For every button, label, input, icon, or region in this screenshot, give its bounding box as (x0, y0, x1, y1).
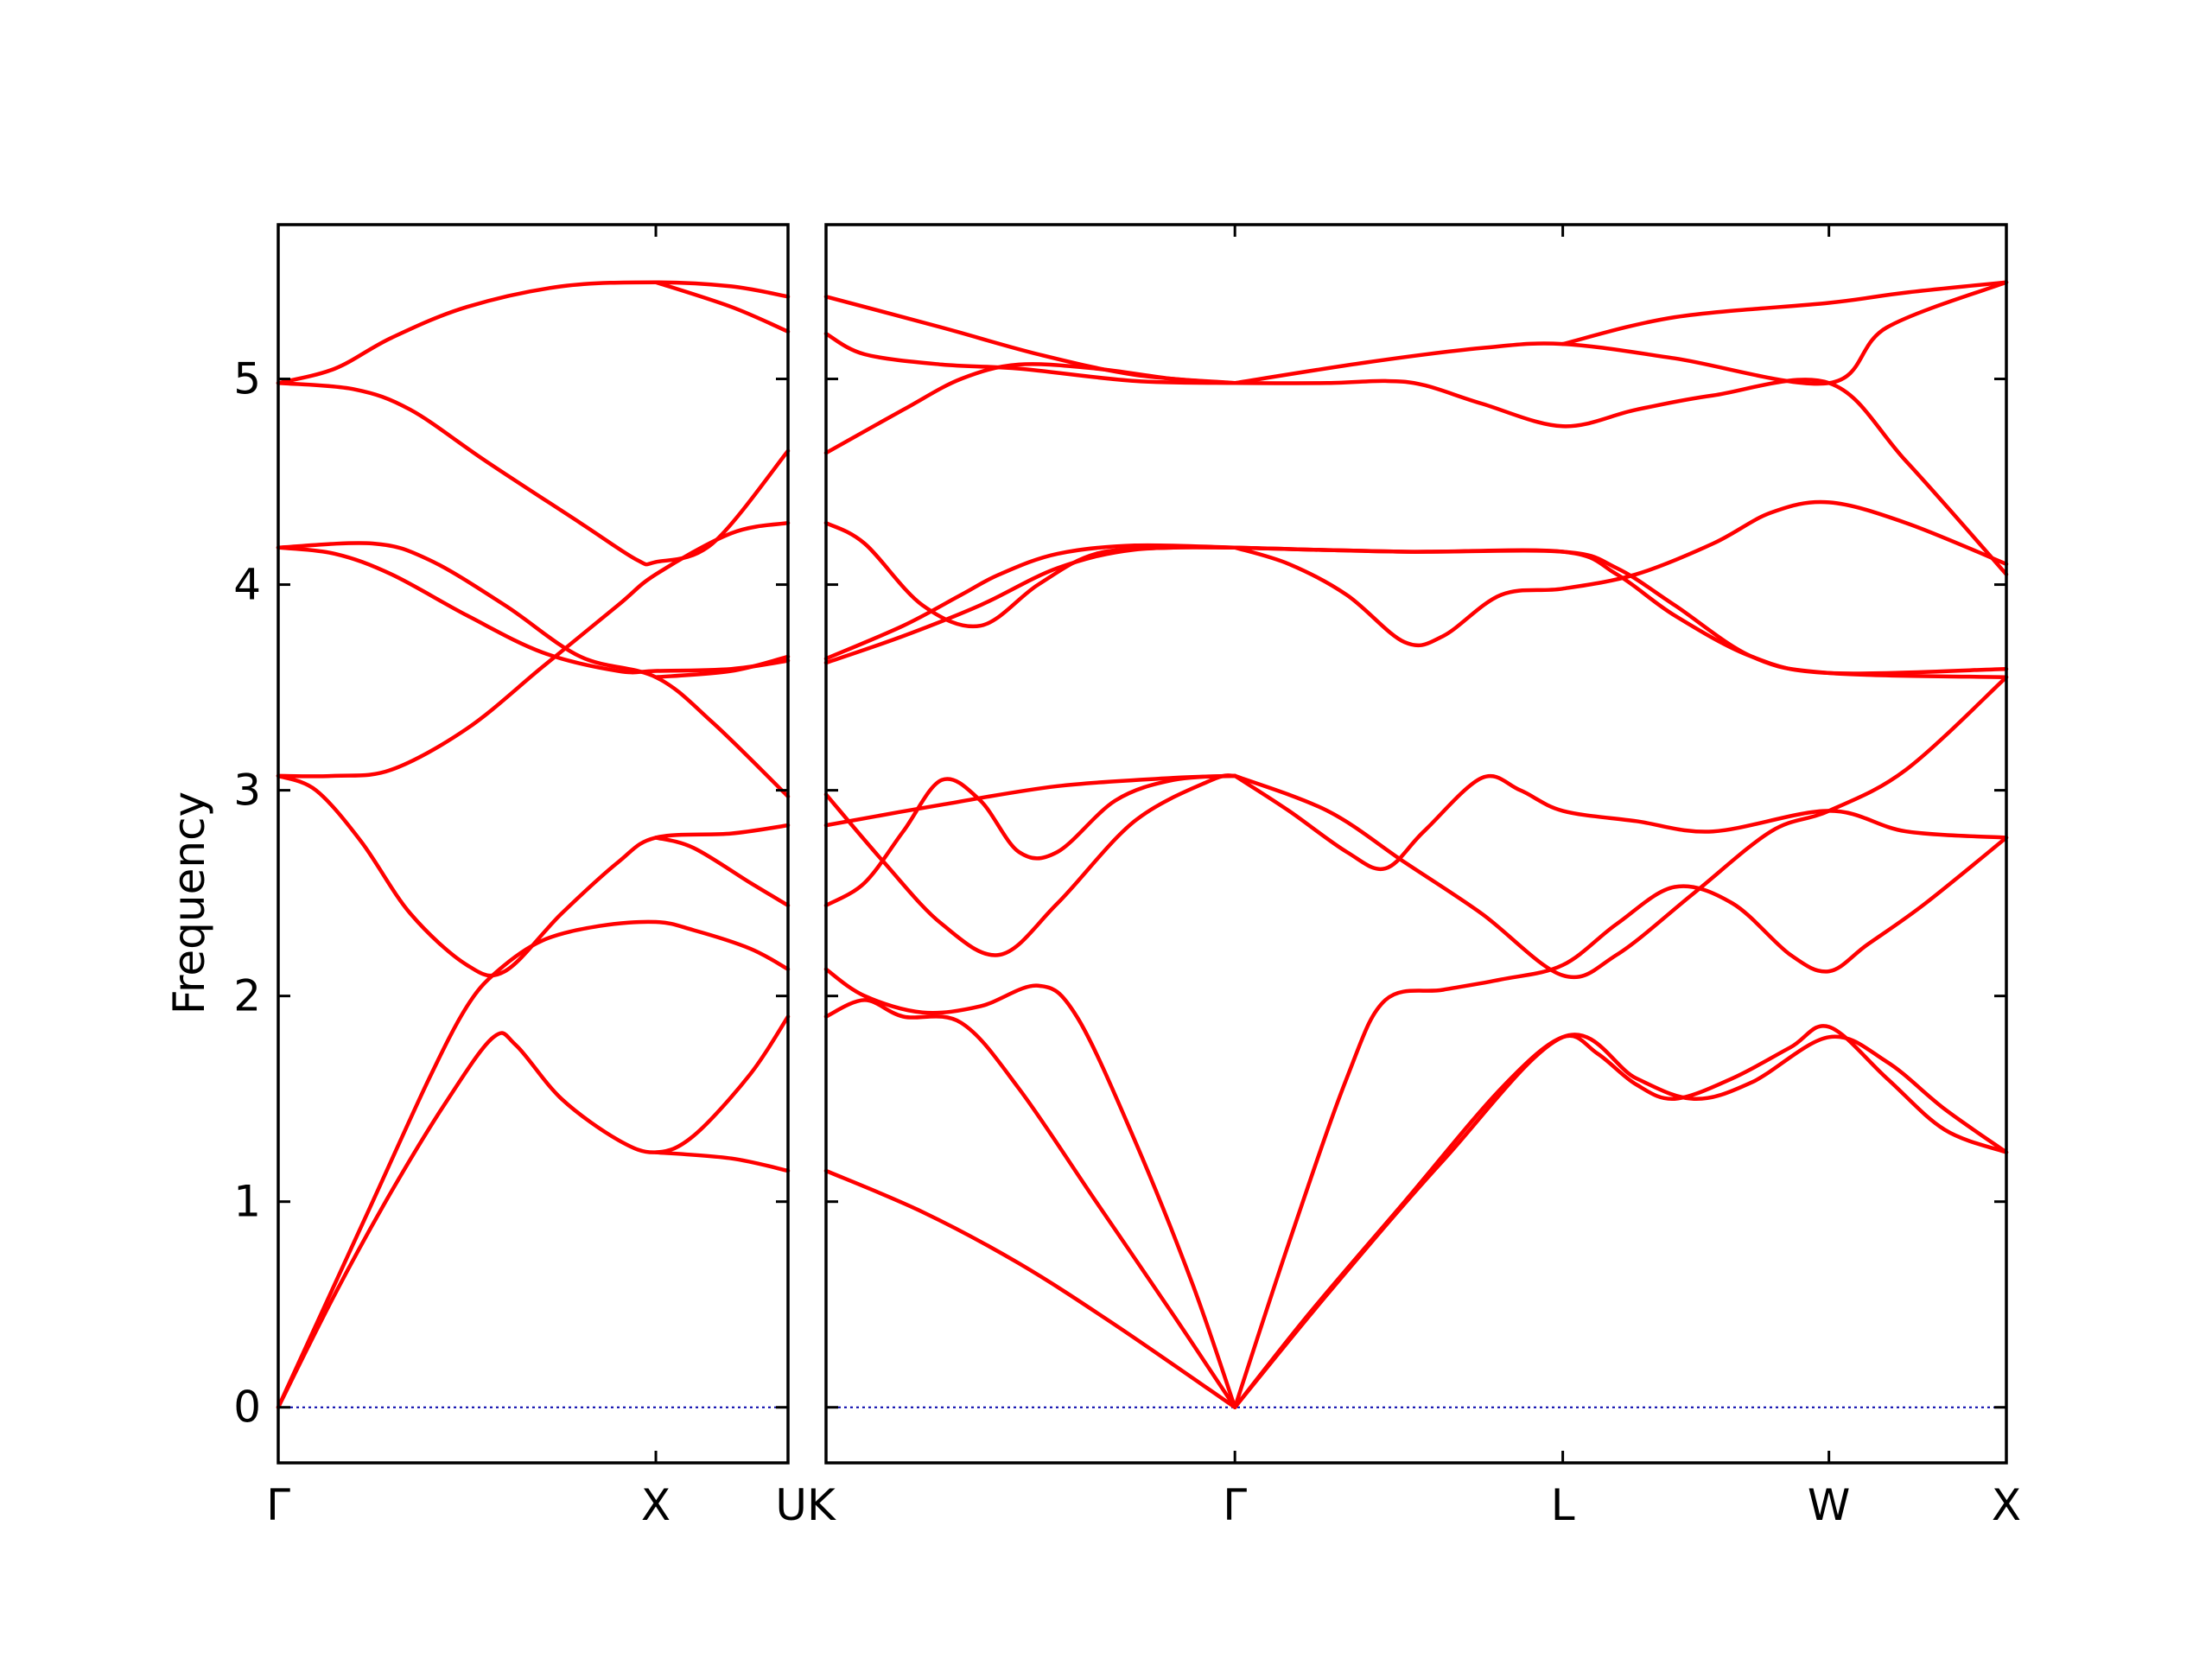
x-tick-label: Γ (1223, 1480, 1247, 1530)
band-line (1232, 545, 2009, 676)
band-line (823, 773, 1237, 908)
plot-frame (824, 223, 2008, 1465)
x-tick-label: X (1992, 1480, 2021, 1530)
band-line (276, 280, 791, 385)
band-line (1232, 773, 2009, 872)
x-tick-label: Γ (266, 1480, 290, 1530)
y-axis-label: Frequency (164, 791, 214, 1014)
band-line (823, 520, 1237, 629)
band-line (276, 919, 791, 1409)
band-line (1232, 499, 2009, 648)
band-line (653, 654, 791, 679)
y-tick-label: 0 (233, 1382, 261, 1433)
x-tick-label: K (807, 1480, 836, 1530)
band-line (823, 543, 1237, 661)
band-line (276, 1014, 791, 1409)
band-line (1232, 836, 2009, 1409)
band-line (823, 967, 1237, 1409)
band-line (1560, 280, 2009, 346)
band-line (276, 520, 791, 779)
band-line (1232, 378, 2009, 576)
chart-panels: Γ X U 0 1 2 3 4 5 K Γ L W X (233, 223, 2021, 1530)
plot-frame (276, 223, 790, 1465)
y-tick-label: 3 (233, 766, 261, 816)
band-line (653, 836, 791, 908)
band-line (823, 545, 1237, 665)
band-line (276, 381, 791, 567)
band-line (276, 545, 791, 675)
band-line (823, 998, 1237, 1409)
x-tick-label: W (1808, 1480, 1850, 1530)
panel-gamma-x-u: Γ X U 0 1 2 3 4 5 (233, 223, 807, 1530)
y-tick-label: 1 (233, 1177, 261, 1227)
band-line (653, 280, 791, 334)
band-line (823, 773, 1237, 828)
band-line (823, 773, 1237, 957)
band-line (823, 1168, 1237, 1409)
band-line (1232, 1033, 2009, 1409)
x-tick-label: L (1551, 1480, 1575, 1530)
x-tick-label: X (641, 1480, 671, 1530)
band-line (1232, 280, 2009, 386)
band-line (823, 295, 1237, 385)
band-line (823, 331, 1237, 385)
band-line (1232, 1024, 2009, 1409)
y-tick-label: 5 (233, 354, 261, 404)
band-line (653, 1150, 791, 1173)
band-line (276, 773, 791, 978)
x-tick-label: U (775, 1480, 807, 1530)
band-line (1232, 545, 2009, 679)
band-line (1232, 675, 2009, 980)
y-tick-label: 4 (233, 560, 261, 610)
band-line (276, 541, 791, 799)
y-tick-label: 2 (233, 971, 261, 1021)
